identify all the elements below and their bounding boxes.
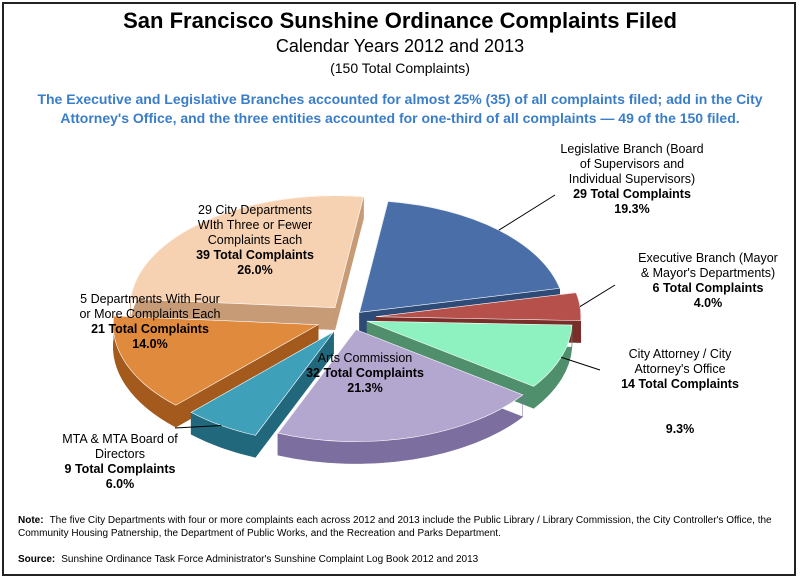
chart-title: San Francisco Sunshine Ordinance Complai… — [123, 8, 677, 33]
source-label: Source: — [18, 554, 56, 565]
pie-slice-4 — [190, 331, 334, 436]
leader-line-2 — [560, 356, 601, 371]
slice-label-0: Legislative Branch (Board of Supervisors … — [560, 142, 703, 216]
pie-slice-0 — [359, 201, 561, 313]
chart-callout: The Executive and Legislative Branches a… — [37, 91, 763, 126]
pie-slice-5 — [112, 315, 320, 406]
slice-label-1: Executive Branch (Mayor & Mayor's Departm… — [638, 251, 778, 310]
slice-label-2: City Attorney / City Attorney's Office 14 … — [621, 347, 739, 436]
slice-label-3: Arts Commission 32 Total Complaints 21.3% — [306, 351, 424, 395]
slice-label-4: MTA & MTA Board of Directors 9 Total Compl… — [62, 432, 178, 491]
pie-slice-3 — [277, 329, 524, 442]
chart-note: Note: The five City Departments with four… — [18, 514, 788, 540]
chart-subtitle: Calendar Years 2012 and 2013 — [275, 36, 525, 56]
pie-slice-2 — [366, 320, 573, 387]
chart-subtitle-total: (150 Total Complaints) — [330, 60, 470, 76]
note-label: Note: — [18, 515, 44, 526]
slice-label-6: 29 City Departments WIth Three or Fewer Co… — [196, 203, 314, 277]
pie-slice-6 — [130, 195, 364, 309]
slice-label-5: 5 Departments With Four or More Complaint… — [79, 292, 220, 351]
source-text: Sunshine Ordinance Task Force Administra… — [61, 554, 479, 565]
leader-line-0 — [498, 194, 556, 231]
leader-line-4 — [174, 425, 222, 429]
pie-slice-1 — [375, 292, 582, 321]
leader-line-1 — [579, 284, 616, 307]
note-text: The five City Departments with four or m… — [18, 515, 772, 539]
chart-source: Source: Sunshine Ordinance Task Force Adm… — [18, 554, 788, 565]
